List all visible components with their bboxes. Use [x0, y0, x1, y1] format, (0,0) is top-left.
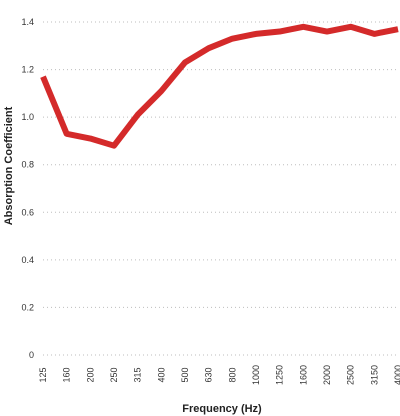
x-tick-label: 1600 [298, 365, 308, 385]
y-tick-label: 0 [29, 350, 34, 360]
y-tick-label: 1.0 [21, 112, 34, 122]
x-tick-label: 2500 [346, 365, 356, 385]
y-tick-label: 0.4 [21, 255, 34, 265]
x-axis-title: Frequency (Hz) [182, 403, 262, 415]
x-tick-label: 125 [38, 367, 48, 382]
x-tick-label: 3150 [369, 365, 379, 385]
y-axis-title: Absorption Coefficient [3, 106, 15, 225]
x-tick-label: 1000 [251, 365, 261, 385]
x-tick-label: 400 [156, 367, 166, 382]
x-tick-label: 315 [133, 367, 143, 382]
y-tick-label: 1.2 [21, 65, 34, 75]
x-tick-label: 250 [109, 367, 119, 382]
x-axis-ticks: 125 160 200 250 315 400 500 630 800 1000 1250 1600 2… [38, 365, 400, 385]
x-tick-label: 630 [204, 367, 214, 382]
y-tick-label: 0.6 [21, 207, 34, 217]
series-line [40, 23, 399, 149]
y-axis-ticks: 0 0.2 0.4 0.6 0.8 1.0 1.2 1.4 [21, 17, 34, 360]
grid-layer [43, 21, 398, 356]
x-tick-label: 2000 [322, 365, 332, 385]
x-tick-label: 4000 [393, 365, 400, 385]
y-tick-label: 1.4 [21, 17, 34, 27]
x-tick-label: 200 [85, 367, 95, 382]
y-tick-label: 0.2 [21, 302, 34, 312]
x-tick-label: 500 [180, 367, 190, 382]
series-layer [40, 23, 399, 149]
x-tick-label: 160 [62, 367, 72, 382]
x-tick-label: 1250 [275, 365, 285, 385]
y-tick-label: 0.8 [21, 160, 34, 170]
x-tick-label: 800 [227, 367, 237, 382]
